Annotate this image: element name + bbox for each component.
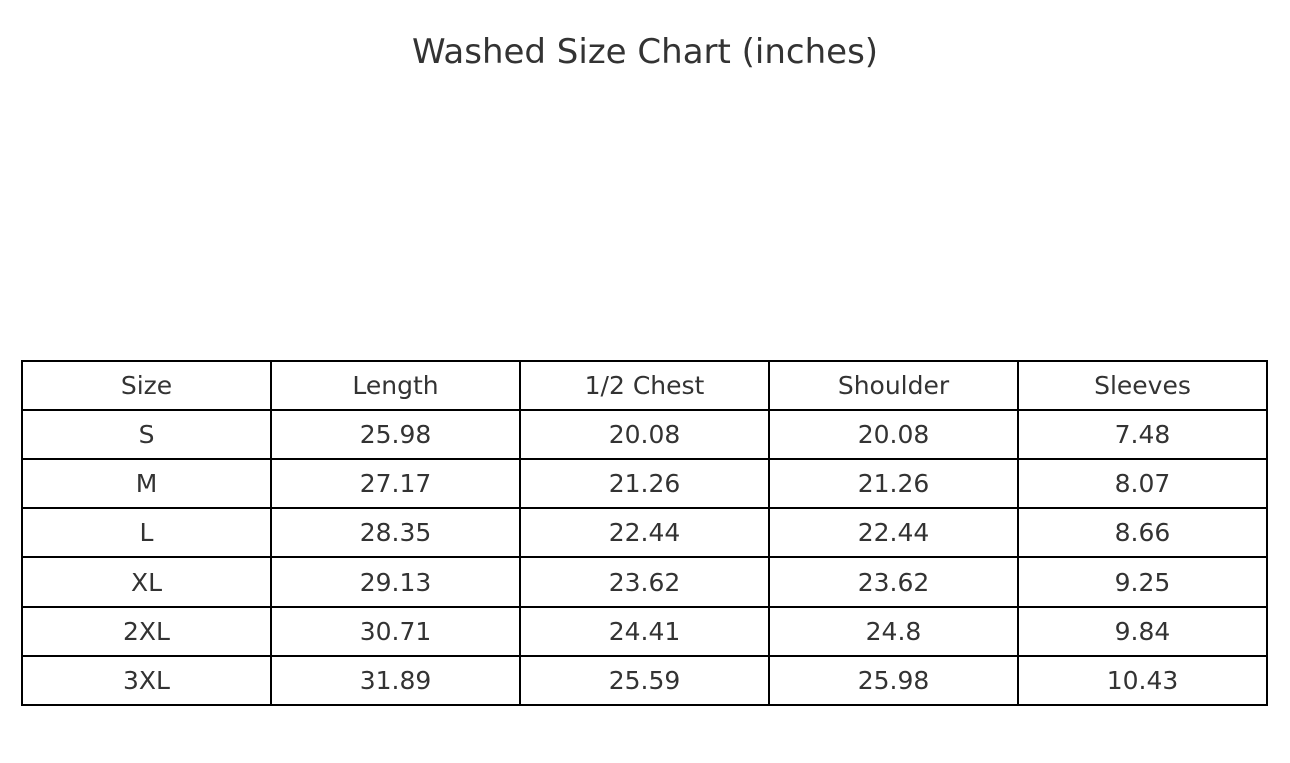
table-cell: 21.26 <box>768 458 1019 510</box>
table-cell: 27.17 <box>270 458 521 510</box>
table-cell: 9.25 <box>1017 556 1268 608</box>
table-row: 2XL 30.71 24.41 24.8 9.84 <box>21 605 1268 657</box>
size-table: Size Length 1/2 Chest Shoulder Sleeves S 25.9… <box>21 360 1268 707</box>
table-body: S 25.98 20.08 20.08 7.48 M 27.17 21.26 21.26 8.07… <box>21 408 1268 707</box>
header-row: Size Length 1/2 Chest Shoulder Sleeves <box>21 360 1268 411</box>
table-cell: 22.44 <box>519 507 770 559</box>
table-cell: 8.07 <box>1017 458 1268 510</box>
table-cell: 24.41 <box>519 605 770 657</box>
column-header: Length <box>270 360 521 411</box>
table-cell: 20.08 <box>768 408 1019 461</box>
table-cell: 9.84 <box>1017 605 1268 657</box>
table-cell: S <box>21 408 272 461</box>
table-row: M 27.17 21.26 21.26 8.07 <box>21 458 1268 510</box>
table-cell: 21.26 <box>519 458 770 510</box>
table-cell: 30.71 <box>270 605 521 657</box>
table-cell: 23.62 <box>768 556 1019 608</box>
column-header: Shoulder <box>768 360 1019 411</box>
table-cell: 20.08 <box>519 408 770 461</box>
table-cell: XL <box>21 556 272 608</box>
table-cell: L <box>21 507 272 559</box>
table-cell: 25.98 <box>768 654 1019 707</box>
table-cell: 24.8 <box>768 605 1019 657</box>
table-cell: 3XL <box>21 654 272 707</box>
table-cell: 31.89 <box>270 654 521 707</box>
table-cell: 22.44 <box>768 507 1019 559</box>
table-cell: 8.66 <box>1017 507 1268 559</box>
table-cell: 7.48 <box>1017 408 1268 461</box>
table-cell: M <box>21 458 272 510</box>
table-row: L 28.35 22.44 22.44 8.66 <box>21 507 1268 559</box>
table-cell: 2XL <box>21 605 272 657</box>
table-cell: 25.59 <box>519 654 770 707</box>
column-header: Size <box>21 360 272 411</box>
column-header: 1/2 Chest <box>519 360 770 411</box>
table-cell: 28.35 <box>270 507 521 559</box>
chart-title: Washed Size Chart (inches) <box>411 32 879 72</box>
table-cell: 10.43 <box>1017 654 1268 707</box>
table-cell: 23.62 <box>519 556 770 608</box>
table-row: S 25.98 20.08 20.08 7.48 <box>21 408 1268 461</box>
table-cell: 25.98 <box>270 408 521 461</box>
table-row: XL 29.13 23.62 23.62 9.25 <box>21 556 1268 608</box>
table-row: 3XL 31.89 25.59 25.98 10.43 <box>21 654 1268 707</box>
column-header: Sleeves <box>1017 360 1268 411</box>
table-cell: 29.13 <box>270 556 521 608</box>
